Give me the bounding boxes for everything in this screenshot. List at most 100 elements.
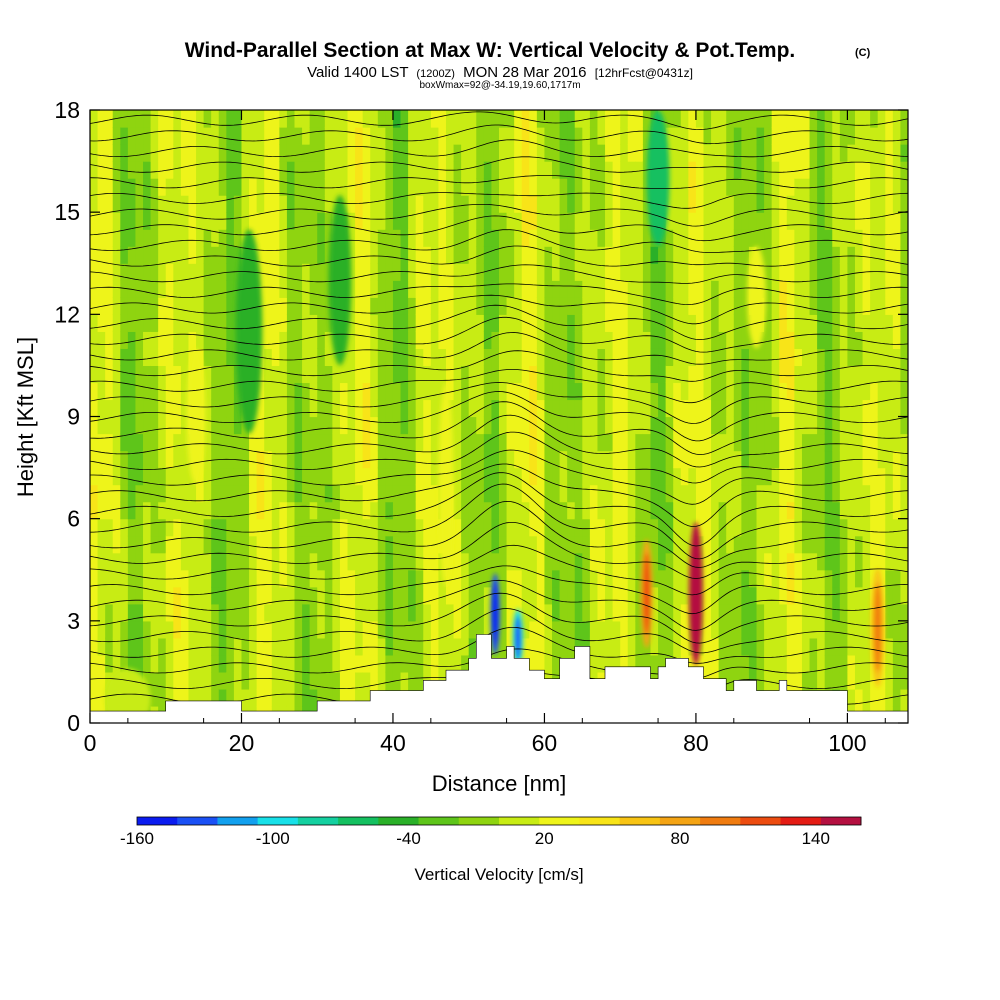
velocity-cell: [870, 484, 879, 503]
velocity-cell: [158, 484, 167, 503]
velocity-cell: [279, 399, 288, 418]
velocity-cell: [582, 127, 591, 145]
velocity-cell: [127, 178, 137, 196]
velocity-cell: [665, 382, 674, 401]
velocity-cell: [264, 569, 273, 588]
velocity-cell: [854, 331, 864, 349]
velocity-cell: [362, 552, 371, 571]
velocity-cell: [256, 467, 265, 486]
velocity-cell: [120, 399, 129, 418]
velocity-cell: [620, 178, 629, 196]
velocity-cell: [271, 297, 280, 315]
velocity-cell: [339, 620, 349, 639]
velocity-cell: [461, 263, 470, 281]
velocity-cell: [847, 348, 856, 367]
velocity-cell: [597, 246, 606, 264]
velocity-cell: [839, 110, 848, 128]
velocity-cell: [120, 331, 129, 349]
velocity-cell: [862, 331, 871, 349]
velocity-cell: [339, 586, 349, 605]
velocity-cell: [347, 161, 356, 179]
velocity-cell: [764, 518, 773, 537]
velocity-cell: [665, 110, 674, 128]
velocity-cell: [786, 416, 795, 435]
velocity-cell: [559, 110, 568, 128]
velocity-cell: [589, 195, 599, 213]
velocity-cell: [483, 161, 493, 179]
velocity-cell: [256, 178, 265, 196]
velocity-cell: [733, 212, 742, 230]
velocity-cell: [635, 110, 644, 128]
colorbar-swatch: [378, 817, 419, 825]
velocity-cell: [203, 433, 212, 452]
velocity-cell: [332, 416, 341, 435]
velocity-cell: [233, 127, 243, 145]
velocity-cell: [203, 246, 212, 264]
velocity-cell: [801, 212, 811, 230]
velocity-cell: [521, 637, 530, 656]
velocity-cell: [650, 450, 659, 469]
velocity-cell: [218, 229, 227, 247]
velocity-cell: [423, 484, 432, 503]
velocity-cell: [165, 450, 174, 469]
velocity-cell: [635, 586, 644, 605]
velocity-cell: [703, 127, 712, 145]
velocity-cell: [620, 586, 629, 605]
velocity-cell: [650, 467, 659, 486]
velocity-cell: [627, 314, 636, 332]
velocity-cell: [779, 501, 788, 520]
velocity-cell: [150, 246, 159, 264]
velocity-cell: [408, 433, 417, 452]
colorbar-tick-label: 140: [802, 829, 830, 848]
velocity-cell: [726, 246, 735, 264]
velocity-cell: [385, 331, 394, 349]
velocity-cell: [332, 484, 341, 503]
velocity-cell: [741, 110, 750, 128]
velocity-cell: [756, 552, 765, 571]
velocity-cell: [355, 212, 364, 230]
velocity-cell: [900, 314, 908, 332]
velocity-cell: [377, 246, 386, 264]
velocity-cell: [809, 297, 818, 315]
velocity-cell: [332, 450, 341, 469]
velocity-cell: [779, 518, 788, 537]
velocity-cell: [688, 467, 697, 486]
velocity-cell: [650, 603, 659, 622]
velocity-cell: [385, 212, 394, 230]
velocity-cell: [817, 246, 826, 264]
velocity-cell: [468, 552, 477, 571]
velocity-cell: [317, 603, 326, 622]
velocity-cell: [188, 127, 197, 145]
velocity-cell: [703, 382, 712, 401]
velocity-cell: [892, 382, 902, 401]
velocity-cell: [521, 416, 530, 435]
velocity-cell: [544, 144, 553, 162]
velocity-cell: [536, 484, 546, 503]
velocity-cell: [271, 586, 280, 605]
velocity-cell: [506, 331, 515, 349]
velocity-cell: [256, 535, 265, 554]
velocity-cell: [854, 569, 864, 588]
velocity-cell: [226, 603, 235, 622]
velocity-cell: [105, 178, 114, 196]
velocity-cell: [695, 433, 705, 452]
velocity-cell: [430, 586, 439, 605]
velocity-cell: [158, 382, 167, 401]
velocity-cell: [582, 212, 591, 230]
velocity-cell: [499, 365, 508, 384]
velocity-cell: [582, 195, 591, 213]
velocity-cell: [892, 144, 902, 162]
velocity-cell: [233, 501, 243, 520]
velocity-cell: [249, 671, 258, 690]
velocity-cell: [832, 229, 841, 247]
velocity-cell: [582, 365, 591, 384]
velocity-cell: [241, 586, 250, 605]
velocity-cell: [817, 535, 826, 554]
velocity-cell: [892, 331, 902, 349]
velocity-cell: [658, 331, 667, 349]
velocity-cell: [188, 110, 197, 128]
velocity-cell: [324, 331, 333, 349]
velocity-cell: [552, 144, 561, 162]
velocity-cell: [597, 229, 606, 247]
velocity-cell: [158, 144, 167, 162]
